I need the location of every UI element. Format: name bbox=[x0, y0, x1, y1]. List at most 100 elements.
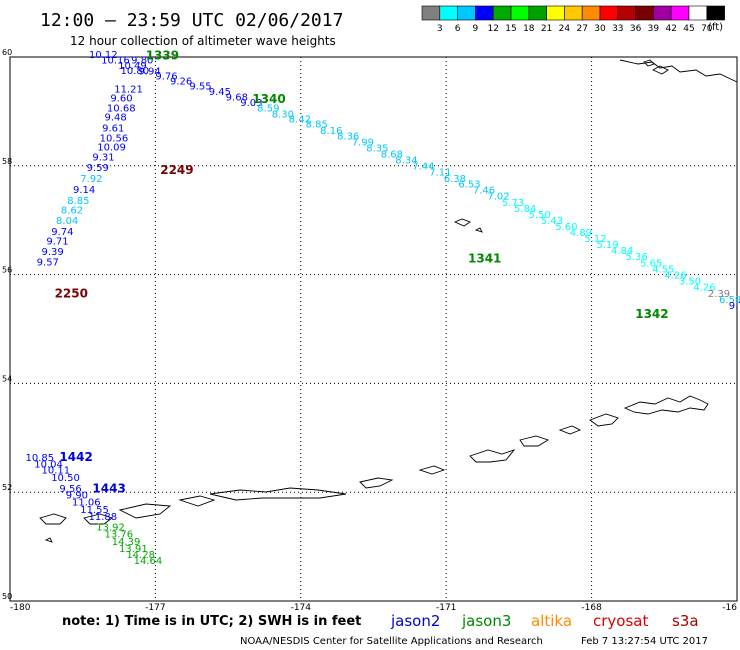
swh-value: 10.11 bbox=[42, 466, 71, 477]
swh-value: 5.36 bbox=[626, 252, 648, 263]
swh-value: 8.62 bbox=[61, 206, 83, 217]
swh-value: 6.38 bbox=[444, 174, 466, 185]
swh-value: 8.04 bbox=[56, 216, 78, 227]
y-tick-label: 56 bbox=[2, 266, 12, 275]
track-label: 1341 bbox=[468, 252, 501, 266]
swh-value: 9.80 bbox=[131, 56, 153, 67]
alaska-coast-north bbox=[619, 59, 738, 83]
legend-swatch bbox=[492, 5, 512, 21]
near-islands bbox=[83, 513, 113, 525]
legend-label: 30 bbox=[594, 24, 606, 34]
swh-value: 11.55 bbox=[80, 505, 109, 516]
swh-value: 4.84 bbox=[611, 246, 633, 257]
swh-value: 5.19 bbox=[596, 240, 618, 251]
swh-value: 5.12 bbox=[584, 234, 606, 245]
swh-value: 4.89 bbox=[570, 228, 592, 239]
umnak-island bbox=[589, 413, 619, 427]
atka-chain bbox=[469, 449, 516, 463]
satellite-name: s3a bbox=[672, 612, 699, 630]
st-lawrence-island-dot bbox=[453, 218, 471, 227]
swh-value: 8.34 bbox=[395, 156, 417, 167]
islands-of-four-mountains bbox=[558, 425, 582, 435]
swh-value: 9.94 bbox=[138, 66, 160, 77]
swh-value: 7.44 bbox=[412, 162, 434, 173]
swh-value: 10.50 bbox=[51, 473, 80, 484]
swh-value: 9.61 bbox=[102, 124, 124, 135]
x-tick-label: -174 bbox=[291, 603, 312, 613]
swh-value: 9.55 bbox=[189, 82, 211, 93]
legend-label: 45 bbox=[683, 24, 694, 34]
swh-value: 6.59 bbox=[719, 295, 740, 306]
swh-value: 3.50 bbox=[679, 276, 701, 287]
swh-value: 6.53 bbox=[458, 180, 480, 191]
swh-value: 2.39 bbox=[708, 289, 730, 300]
legend-label: 39 bbox=[648, 24, 660, 34]
swh-value: 10.85 bbox=[26, 453, 55, 464]
swh-value: 8.42 bbox=[289, 114, 311, 125]
track-labels: 1339 1340 2249 2250 1341 1342 1442 1443 bbox=[55, 49, 669, 496]
swh-value: 14.28 bbox=[126, 550, 155, 561]
legend-swatch bbox=[599, 5, 619, 21]
swh-value: 7.99 bbox=[352, 138, 374, 149]
y-tick-label: 52 bbox=[2, 483, 12, 492]
swh-value: 8.59 bbox=[257, 103, 279, 114]
nunivak-like-island bbox=[643, 59, 655, 67]
track-label: 2250 bbox=[55, 286, 88, 300]
swh-value: 9.70 bbox=[729, 301, 740, 312]
satellite-name: jason3 bbox=[461, 612, 511, 630]
swh-value: 9.45 bbox=[209, 87, 231, 98]
x-tick-label: -180 bbox=[10, 603, 31, 613]
track-label: 1339 bbox=[146, 49, 179, 63]
swh-value: 9.26 bbox=[170, 77, 192, 88]
footer-note: note: 1) Time is in UTC; 2) SWH is in fe… bbox=[62, 614, 361, 629]
swh-value: 9.03 bbox=[240, 98, 262, 109]
swh-value: 9.39 bbox=[42, 247, 64, 258]
y-tick-label: 60 bbox=[2, 48, 12, 57]
adak-chain bbox=[418, 465, 446, 475]
coastline bbox=[39, 59, 738, 543]
legend-label: 70 bbox=[701, 24, 713, 34]
swh-value: 10.56 bbox=[100, 133, 129, 144]
swh-value: 10.49 bbox=[118, 61, 147, 72]
swh-value: 7.92 bbox=[80, 174, 102, 185]
satellite-legend: jason2 jason3 altika cryosat s3a bbox=[390, 612, 699, 630]
footer-generated: Feb 7 13:27:54 UTC 2017 bbox=[581, 636, 708, 647]
swh-value: 5.84 bbox=[514, 204, 536, 215]
swh-value: 10.68 bbox=[107, 103, 136, 114]
satellite-name: jason2 bbox=[390, 612, 440, 630]
y-tick-label: 58 bbox=[2, 157, 12, 166]
swh-value: 8.36 bbox=[337, 132, 359, 143]
footer-credit: NOAA/NESDIS Center for Satellite Applica… bbox=[240, 636, 543, 647]
legend-swatch bbox=[475, 5, 494, 21]
swh-value: 9.14 bbox=[73, 185, 95, 196]
amchitka-chain bbox=[118, 503, 172, 519]
swh-value: 13.92 bbox=[96, 522, 125, 533]
swh-value: 8.68 bbox=[381, 150, 403, 161]
color-legend: 3 6 9 12 15 18 21 24 27 30 33 36 39 42 45 70 bbox=[421, 5, 725, 34]
swh-value: 9.31 bbox=[92, 152, 114, 163]
swh-value: 4.26 bbox=[664, 270, 686, 281]
swh-value: 5.50 bbox=[529, 210, 551, 221]
swh-value: 5.60 bbox=[555, 222, 577, 233]
swh-value: 8.16 bbox=[320, 126, 342, 137]
legend-label: 42 bbox=[665, 24, 676, 34]
attu-island bbox=[39, 513, 67, 525]
swh-value: 9.57 bbox=[37, 257, 59, 268]
swh-value: 5.73 bbox=[502, 198, 524, 209]
legend-swatch bbox=[564, 5, 583, 21]
legend-label: 24 bbox=[559, 24, 571, 34]
swh-value: 7.11 bbox=[429, 168, 451, 179]
legend-swatch bbox=[439, 5, 458, 21]
y-tick-label: 54 bbox=[2, 374, 12, 383]
track-label: 1442 bbox=[59, 450, 92, 464]
unimak-fox-islands bbox=[623, 395, 709, 415]
swh-value: 9.60 bbox=[110, 94, 132, 105]
x-tick-label: -171 bbox=[436, 603, 456, 613]
swh-value: 5.43 bbox=[541, 216, 563, 227]
small-island-sw bbox=[44, 537, 53, 543]
legend-swatch bbox=[581, 5, 601, 21]
legend-swatch bbox=[670, 5, 690, 21]
swh-value: 9.68 bbox=[226, 93, 248, 104]
swh-value: 9.71 bbox=[46, 237, 68, 248]
